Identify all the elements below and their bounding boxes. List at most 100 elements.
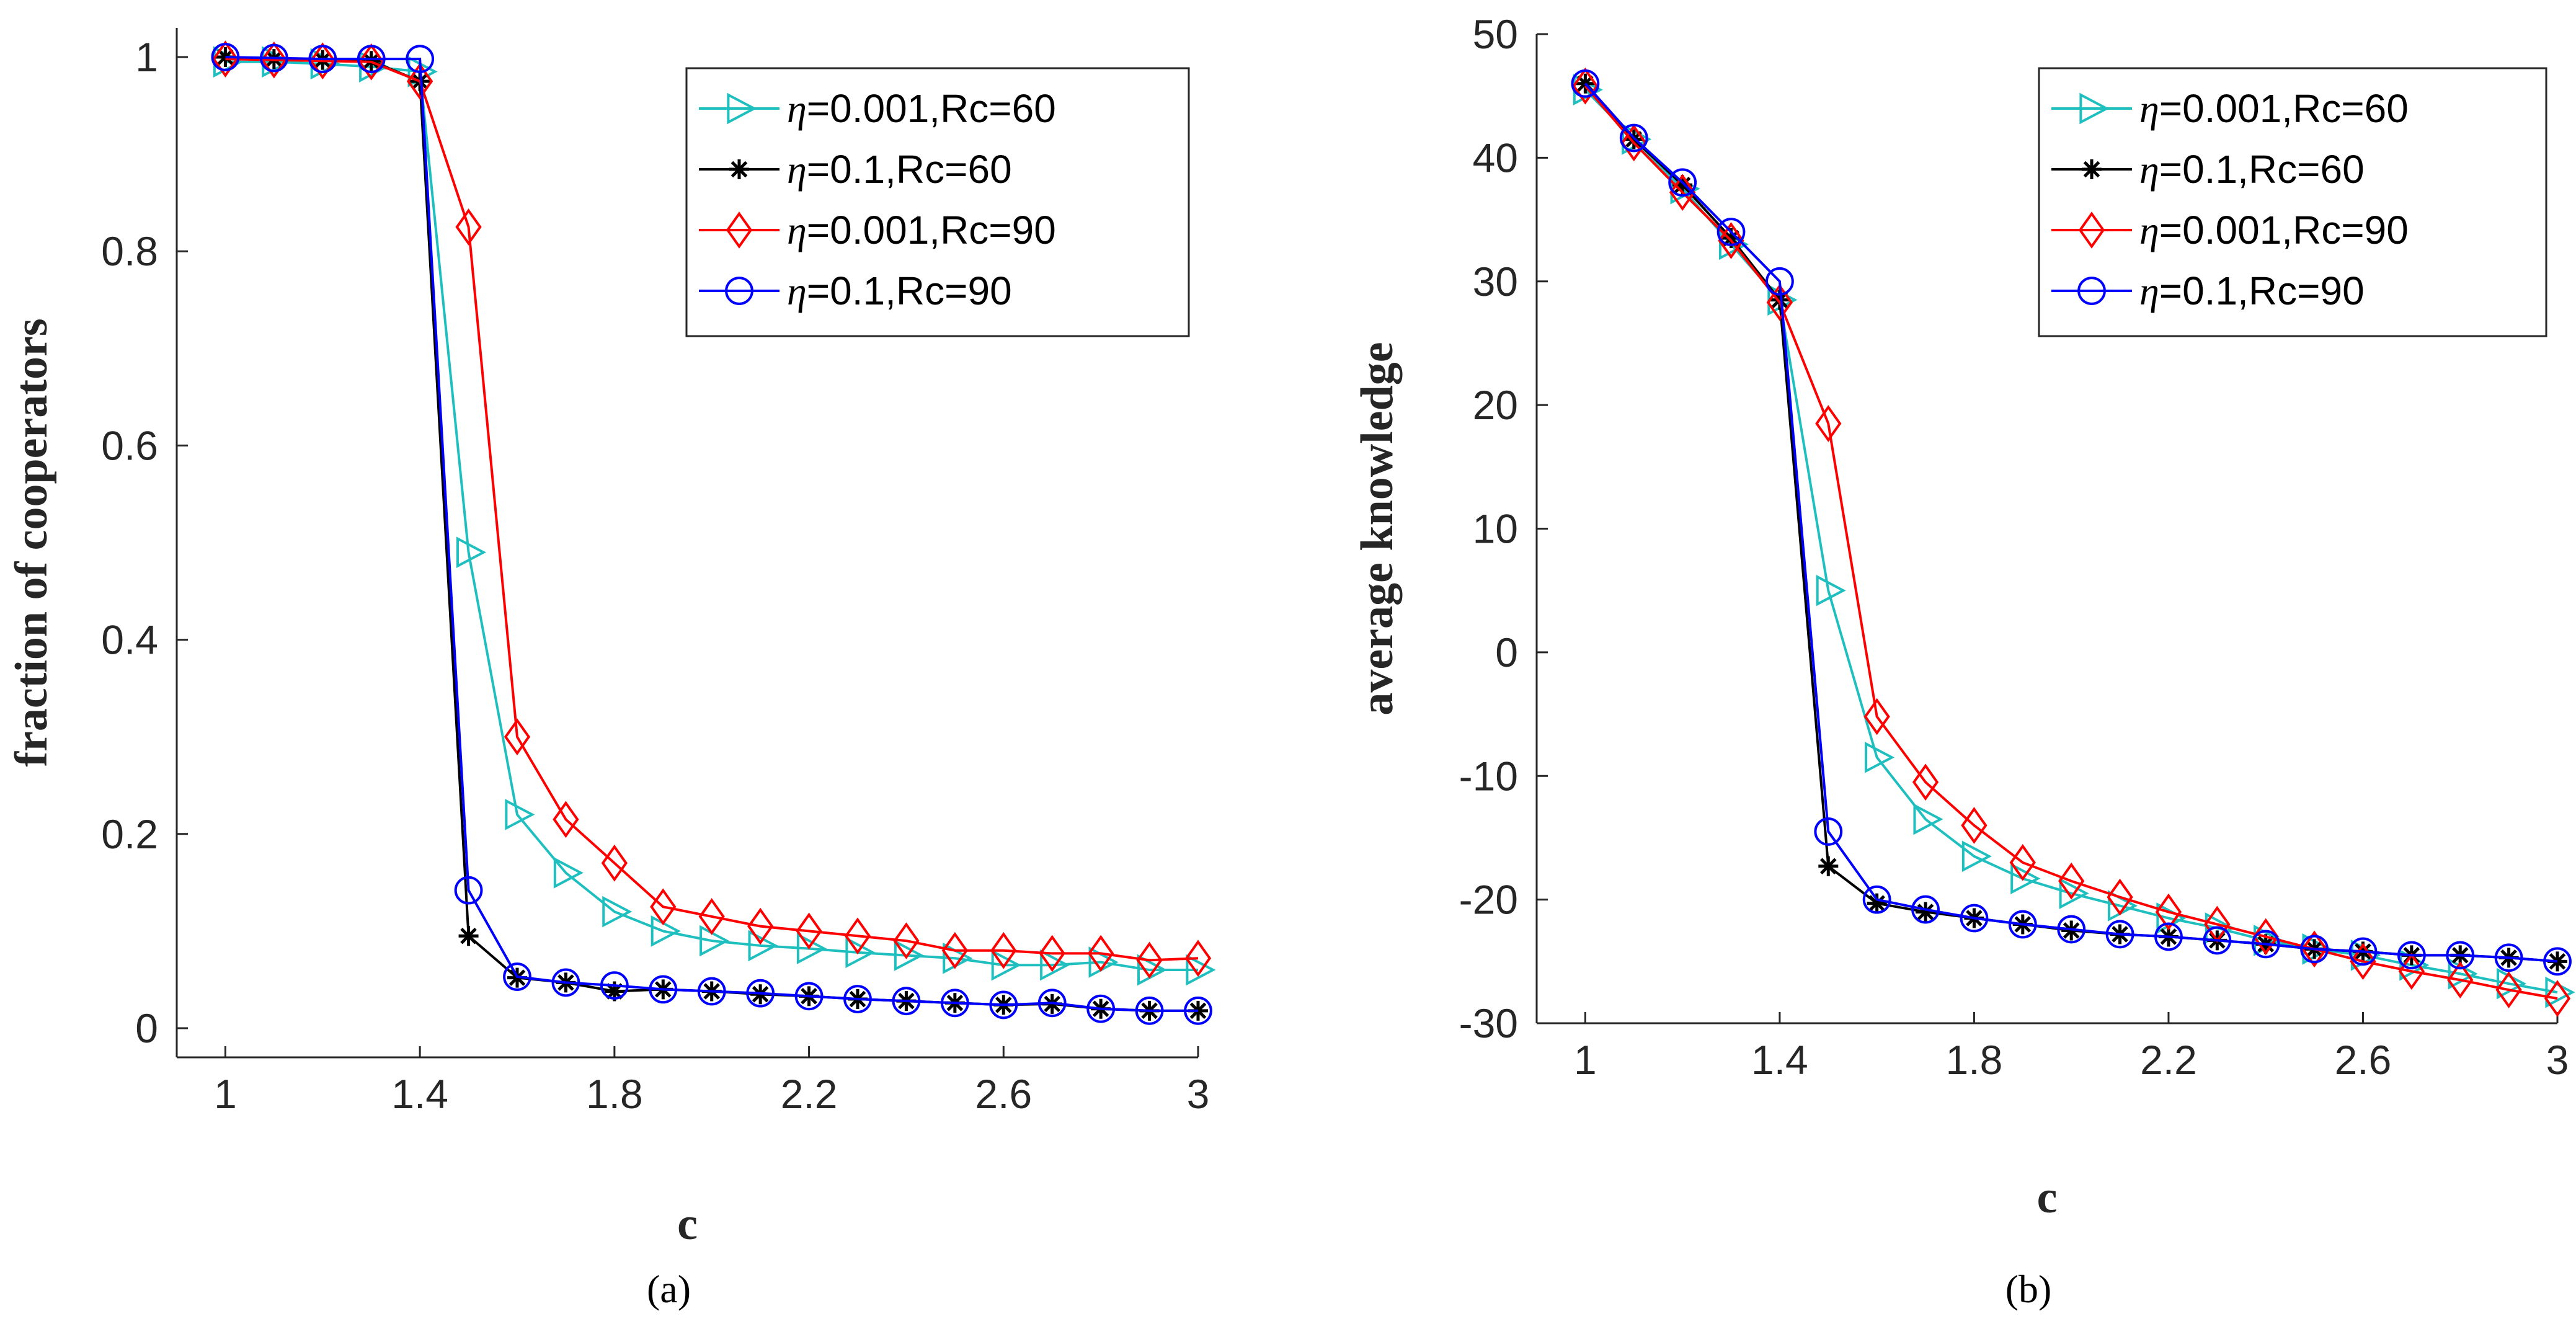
data-point <box>454 876 483 905</box>
legend-entry-label: η=0.1,Rc=90 <box>2139 269 2365 313</box>
y-tick-label: 0 <box>1495 629 1518 675</box>
x-tick-label: 2.6 <box>2335 1037 2392 1083</box>
x-axis-label: c <box>677 1199 698 1250</box>
x-tick-label: 3 <box>2546 1037 2569 1083</box>
chart-a: 1 1.4 1.8 2.2 2.6 3 0 0.2 0.4 0.6 0.8 1 c fraction of… <box>6 28 1216 1311</box>
legend-eta-symbol: η <box>2139 87 2159 131</box>
data-point <box>990 931 1017 969</box>
data-point <box>406 45 435 74</box>
data-point <box>2252 918 2279 956</box>
legend-eta-symbol: η <box>787 87 807 131</box>
data-point <box>2397 941 2426 970</box>
legend-swatch-marker <box>726 211 753 249</box>
data-point <box>892 987 921 1016</box>
data-point <box>845 936 876 969</box>
y-axis-label: average knowledge <box>1352 342 1403 715</box>
data-point <box>601 844 628 882</box>
y-tick-label: 20 <box>1473 382 1518 428</box>
data-point <box>700 925 730 957</box>
y-tick-label: 0 <box>135 1005 158 1051</box>
data-point <box>2154 922 2183 951</box>
y-axis-label: fraction of cooperators <box>6 318 57 766</box>
data-point <box>650 888 677 926</box>
data-point <box>940 989 969 1018</box>
data-point <box>309 42 336 80</box>
data-point <box>698 898 725 935</box>
data-point <box>2301 930 2328 968</box>
data-point <box>1721 228 1741 248</box>
data-point <box>604 981 624 1002</box>
data-point <box>1863 698 1890 735</box>
data-point <box>456 536 487 568</box>
data-point <box>2205 912 2235 944</box>
data-point <box>2155 893 2182 931</box>
data-point <box>212 40 239 78</box>
data-point <box>260 41 288 79</box>
legend-eta-symbol: η <box>2139 148 2159 192</box>
data-point <box>1619 123 1648 153</box>
x-tick-label: 2.6 <box>975 1071 1032 1117</box>
data-point <box>1913 803 1943 835</box>
data-point <box>504 718 531 756</box>
legend-params: =0.1,Rc=90 <box>807 269 1012 313</box>
data-point <box>2009 843 2036 881</box>
x-tick-label: 1 <box>214 1071 237 1117</box>
data-point <box>844 917 871 955</box>
data-point <box>794 982 824 1011</box>
data-point <box>989 990 1018 1020</box>
data-point <box>1184 996 1212 1025</box>
data-point <box>308 45 337 74</box>
data-point <box>1816 574 1846 606</box>
y-tick-label: 50 <box>1473 11 1518 57</box>
data-point <box>1815 405 1842 442</box>
data-point <box>894 940 924 971</box>
data-point <box>651 915 681 947</box>
data-point <box>1136 941 1163 979</box>
y-tick-label: -30 <box>1459 1000 1518 1046</box>
data-point <box>2447 961 2474 999</box>
legend-swatch-marker <box>729 159 749 179</box>
legend-params: =0.001,Rc=60 <box>2159 86 2409 131</box>
data-point <box>2058 862 2085 900</box>
data-point <box>1961 840 1992 873</box>
data-point <box>551 968 580 997</box>
data-point <box>2010 863 2041 895</box>
series-line <box>1584 82 2558 963</box>
x-tick-label: 1.8 <box>1946 1037 2003 1083</box>
data-point <box>1137 954 1168 986</box>
data-point <box>1575 73 1596 94</box>
legend-params: =0.1,Rc=60 <box>2159 147 2365 192</box>
data-point <box>1961 807 1988 844</box>
y-tick-label: 0.6 <box>101 422 158 468</box>
data-point <box>1087 935 1114 972</box>
legend-eta-symbol: η <box>2139 269 2159 313</box>
data-point <box>357 45 386 74</box>
legend-entry-label: η=0.001,Rc=60 <box>2139 86 2409 131</box>
data-point <box>1765 267 1794 296</box>
data-point <box>2446 941 2475 970</box>
x-tick-label: 3 <box>1187 1071 1210 1117</box>
data-point <box>1766 283 1793 321</box>
x-tick-label: 1.4 <box>391 1071 448 1117</box>
data-point <box>259 43 288 73</box>
y-tick-label: 0.8 <box>101 228 158 274</box>
data-point <box>1668 168 1697 197</box>
data-point <box>1186 954 1216 986</box>
data-point <box>2544 980 2571 1017</box>
series-3 <box>1571 69 2572 976</box>
data-point <box>697 977 726 1006</box>
data-point <box>1571 69 1600 98</box>
data-point <box>1572 67 1599 105</box>
data-point <box>503 962 531 991</box>
data-point <box>211 43 240 71</box>
data-point <box>458 926 479 946</box>
data-point <box>2107 878 2133 916</box>
legend-params: =0.001,Rc=90 <box>2159 208 2409 252</box>
legend-swatch-marker <box>727 92 757 125</box>
data-point <box>1039 935 1065 972</box>
y-tick-label: -20 <box>1459 877 1518 923</box>
y-tick-label: 10 <box>1473 506 1518 552</box>
data-point <box>2203 926 2232 955</box>
legend: η=0.001,Rc=60η=0.1,Rc=60η=0.001,Rc=90η=0… <box>685 67 1190 337</box>
